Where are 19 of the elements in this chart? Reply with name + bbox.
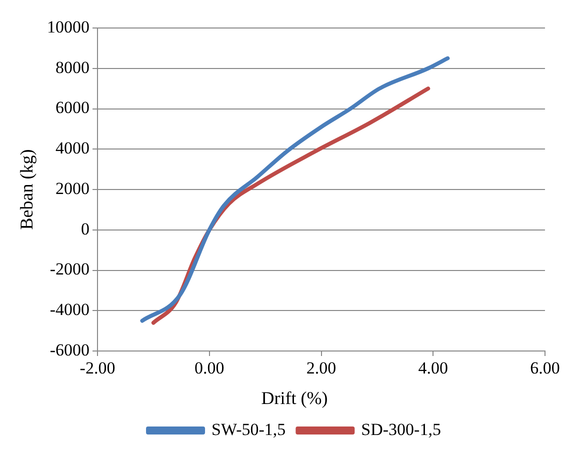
y-tick-label: -6000: [50, 340, 90, 360]
x-tick-label: 2.00: [306, 358, 336, 378]
y-tick-label: 0: [81, 219, 90, 238]
x-tick-label: 4.00: [418, 358, 448, 378]
x-tick-label: 0.00: [194, 358, 224, 378]
y-tick-label: 10000: [47, 17, 90, 36]
legend-label: SW-50-1,5: [212, 420, 286, 439]
y-tick-label: 4000: [56, 138, 90, 158]
y-tick-label: -4000: [50, 300, 90, 320]
line-series: [140, 56, 450, 323]
y-tick-label: 8000: [56, 58, 90, 77]
y-tick-label: 2000: [56, 178, 90, 198]
y-axis-title: Beban (kg): [16, 149, 37, 230]
x-tick-label: -2.00: [80, 358, 116, 378]
x-axis-title: Drift (%): [261, 388, 328, 408]
x-tick-label: 6.00: [530, 358, 560, 378]
legend-label: SD-300-1,5: [361, 420, 441, 439]
y-tick-label: -2000: [50, 260, 90, 279]
y-tick-label: 6000: [56, 98, 90, 118]
